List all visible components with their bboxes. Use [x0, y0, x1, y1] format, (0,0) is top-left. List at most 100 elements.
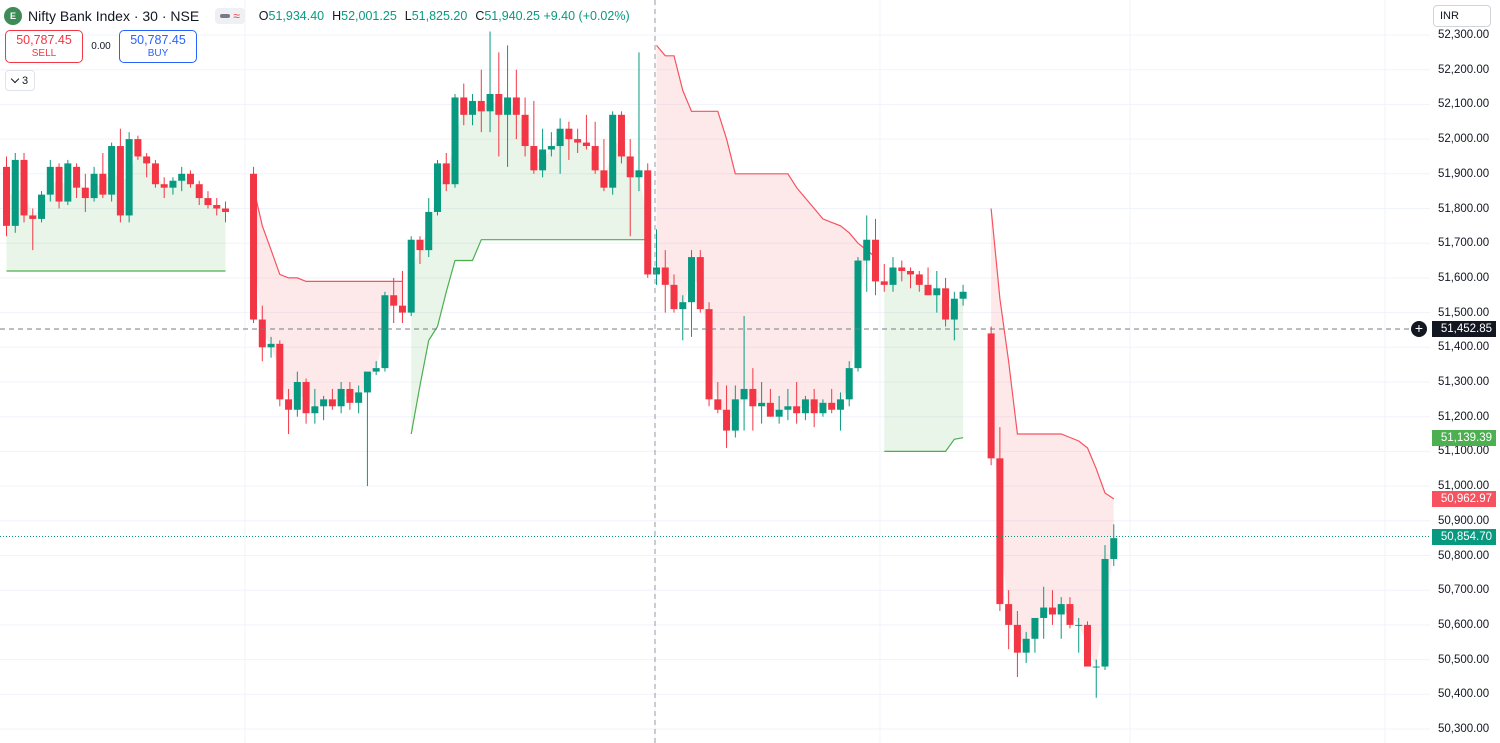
candle-down	[398, 270, 406, 324]
candle-down	[723, 385, 731, 448]
candle-down	[328, 388, 336, 410]
supertrend-fill	[6, 45, 1114, 667]
candle-down	[521, 97, 529, 157]
candle-down	[907, 267, 915, 289]
candle-down	[617, 111, 625, 164]
candle-body	[55, 166, 63, 202]
candle-body	[267, 343, 275, 348]
candle-body	[959, 291, 967, 299]
candle-body	[801, 399, 809, 414]
sell-button[interactable]: 50,787.45 SELL	[5, 30, 83, 63]
candle-body	[539, 149, 547, 171]
price-tick-label: 52,000.00	[1438, 133, 1490, 146]
currency-select[interactable]: INR	[1433, 5, 1491, 27]
candle-down	[871, 218, 879, 296]
candle-up	[64, 159, 72, 206]
price-tick-label: 52,200.00	[1438, 63, 1490, 76]
market-status-pill[interactable]: ≈	[215, 8, 245, 24]
candle-down	[81, 173, 89, 212]
candle-up	[486, 31, 494, 133]
candle-body	[679, 302, 687, 310]
price-tick-label: 50,700.00	[1438, 584, 1490, 597]
candle-down	[442, 152, 450, 192]
candle-body	[740, 388, 748, 400]
candle-up	[451, 93, 459, 188]
candle-down	[942, 277, 950, 327]
exchange-logo-icon: E	[4, 7, 22, 25]
price-tick-label: 51,700.00	[1438, 237, 1490, 250]
candle-up	[108, 142, 116, 202]
candles	[3, 31, 1118, 698]
candle-body	[512, 97, 520, 115]
candle-body	[793, 406, 801, 414]
candle-up	[609, 111, 617, 195]
candle-down	[670, 274, 678, 313]
candle-body	[495, 93, 503, 115]
sell-label: SELL	[31, 47, 57, 59]
candle-body	[186, 173, 194, 185]
indicators-count: 3	[22, 74, 29, 87]
candle-down	[705, 302, 713, 407]
candle-body	[195, 184, 203, 199]
add-alert-icon[interactable]: +	[1411, 320, 1427, 337]
supertrend-down-line	[656, 45, 876, 258]
candle-body	[688, 257, 696, 303]
supertrend-up-area	[411, 102, 648, 434]
candle-body	[38, 194, 46, 219]
candle-body	[521, 114, 529, 147]
candle-body	[661, 267, 669, 285]
candle-body	[871, 239, 879, 282]
buy-label: BUY	[147, 47, 169, 59]
supertrend-lines	[6, 45, 1115, 500]
candle-up	[758, 382, 766, 424]
candle-down	[186, 170, 194, 188]
candle-body	[285, 399, 293, 410]
candle-body	[898, 267, 906, 271]
candle-down	[828, 388, 836, 414]
candle-body	[854, 260, 862, 369]
candle-up	[267, 336, 275, 358]
candle-body	[565, 128, 573, 140]
candle-down	[565, 121, 573, 160]
candle-up	[381, 291, 389, 372]
candle-up	[819, 399, 827, 417]
candle-body	[381, 295, 389, 369]
symbol-title[interactable]: Nifty Bank Index · 30 · NSE	[28, 8, 200, 24]
candle-body	[486, 93, 494, 112]
candle-down	[276, 340, 284, 407]
candle-body	[696, 257, 704, 310]
candle-body	[116, 146, 124, 216]
candle-up	[1022, 631, 1030, 664]
candle-down	[346, 382, 354, 410]
candle-body	[758, 402, 766, 407]
indicators-toggle[interactable]: 3	[5, 70, 36, 91]
candle-up	[845, 361, 853, 407]
candle-up	[933, 270, 941, 313]
candle-body	[337, 388, 345, 407]
candle-down	[644, 163, 652, 278]
candle-down	[204, 191, 212, 209]
candle-up	[863, 215, 871, 292]
candle-body	[3, 166, 10, 226]
candle-body	[1048, 607, 1056, 615]
candle-down	[600, 139, 608, 192]
candle-body	[644, 170, 652, 275]
candle-body	[880, 281, 888, 285]
candle-down	[73, 163, 81, 199]
candle-up	[355, 385, 363, 414]
candle-down	[714, 382, 722, 414]
price-tick-label: 51,900.00	[1438, 167, 1490, 180]
price-tick-label: 51,200.00	[1438, 410, 1490, 423]
candle-up	[740, 316, 748, 431]
candle-up	[652, 229, 660, 285]
candle-body	[222, 208, 229, 212]
candle-body	[635, 170, 643, 178]
candle-body	[731, 399, 739, 431]
candle-body	[609, 114, 617, 188]
buy-button[interactable]: 50,787.45 BUY	[119, 30, 197, 63]
candle-down	[1005, 590, 1013, 650]
candle-up	[407, 236, 415, 317]
candle-up	[11, 152, 19, 233]
candle-body	[766, 402, 774, 417]
